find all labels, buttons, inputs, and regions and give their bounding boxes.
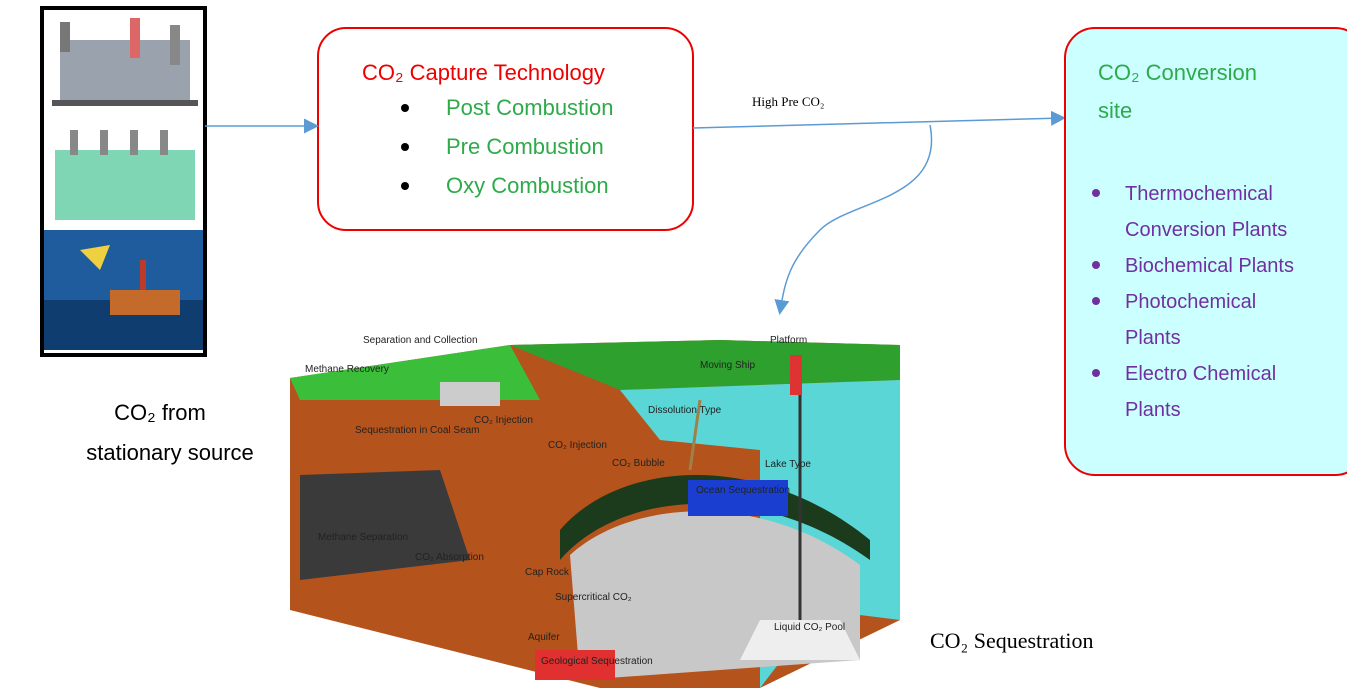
illustration-label: Moving Ship — [700, 360, 755, 371]
conversion-item: Electro Chemical — [1125, 363, 1276, 385]
illustration-label: Platform — [770, 335, 807, 346]
capture-items: Post Combustion Pre Combustion Oxy Combust… — [401, 95, 614, 198]
bullet — [401, 143, 409, 151]
illustration-label: Methane Recovery — [305, 364, 389, 375]
illustration-label: Geological Sequestration — [541, 656, 653, 667]
bullet — [1092, 369, 1100, 377]
illustration-label: Liquid CO₂ Pool — [774, 622, 845, 633]
conversion-title: CO₂ Conversion — [1098, 60, 1257, 85]
bullet — [1092, 297, 1100, 305]
conversion-item: Plants — [1125, 399, 1181, 421]
illustration-label: Cap Rock — [525, 567, 570, 578]
bullet — [1092, 261, 1100, 269]
arrow — [774, 124, 933, 315]
illustration-label: CO₂ Injection — [474, 415, 533, 426]
conversion-item: Biochemical Plants — [1125, 255, 1294, 277]
source-caption: CO₂ from — [114, 400, 206, 425]
conversion-title: site — [1098, 98, 1132, 123]
sequestration-labels: Separation and Collection Platform Methane… — [305, 335, 845, 667]
illustration-label: Aquifer — [528, 632, 560, 643]
capture-box — [317, 27, 694, 231]
bullet — [401, 104, 409, 112]
arrow — [692, 110, 1066, 129]
conversion-items: Thermochemical Conversion Plants Biochemic… — [1092, 183, 1294, 421]
capture-item: Post Combustion — [446, 95, 614, 120]
illustration-label: Supercritical CO₂ — [555, 592, 632, 603]
source-caption: stationary source — [86, 440, 254, 465]
illustration-label: Methane Separation — [318, 532, 408, 543]
capture-item: Oxy Combustion — [446, 173, 609, 198]
illustration-label: CO₂ Bubble — [612, 458, 665, 469]
conversion-item: Conversion Plants — [1125, 219, 1287, 241]
illustration-label: Dissolution Type — [648, 405, 722, 416]
sequestration-caption: CO₂ Sequestration — [930, 628, 1094, 653]
source-image — [40, 6, 207, 357]
capture-item: Pre Combustion — [446, 134, 604, 159]
flow-label: High Pre CO₂ — [752, 94, 824, 109]
conversion-item: Thermochemical — [1125, 183, 1273, 205]
capture-title: CO₂ Capture Technology — [362, 60, 605, 85]
illustration-label: CO₂ Injection — [548, 440, 607, 451]
bullet — [1092, 189, 1100, 197]
illustration-label: CO₂ Absorption — [415, 552, 484, 563]
illustration-label: Lake Type — [765, 459, 811, 470]
bullet — [401, 182, 409, 190]
sequestration-image — [290, 340, 900, 688]
conversion-box — [1064, 27, 1347, 476]
illustration-label: Sequestration in Coal Seam — [355, 425, 480, 436]
conversion-item: Plants — [1125, 327, 1181, 349]
illustration-label: Separation and Collection — [363, 335, 478, 346]
illustration-label: Ocean Sequestration — [696, 485, 790, 496]
conversion-item: Photochemical — [1125, 291, 1256, 313]
